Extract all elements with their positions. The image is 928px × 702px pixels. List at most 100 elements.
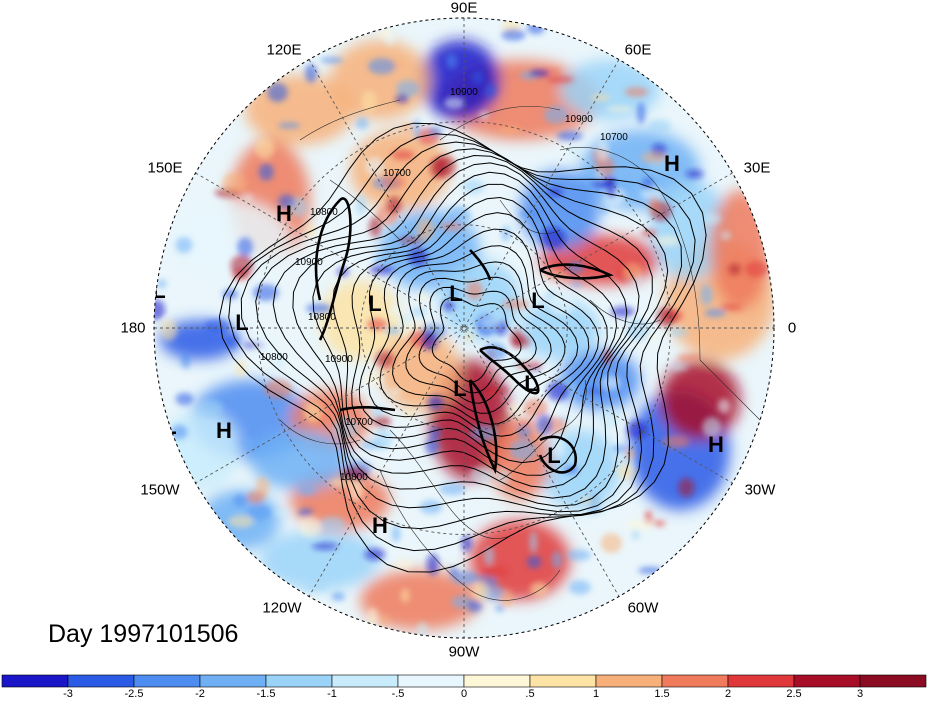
anomaly-cell [551,551,562,569]
anomaly-cell [656,307,677,328]
anomaly-cell [702,416,722,438]
anomaly-cell [627,420,647,440]
anomaly-cell [426,553,440,575]
anomaly-cell [529,531,538,553]
anomaly-cell [175,392,194,406]
anomaly-cell [399,465,419,476]
anomaly-cell [319,56,344,64]
contour-label: 10800 [340,472,368,483]
anomaly-cell [552,437,566,458]
anomaly-cell [160,319,178,341]
coastline [439,105,561,141]
anomaly-cell [246,490,265,504]
anomaly-cell [625,519,654,530]
anomaly-cell [507,401,522,417]
anomaly-cell [527,21,545,35]
meridian-line [308,59,620,597]
anomaly-cell [566,549,591,561]
anomaly-cell [367,318,388,331]
coastline [279,419,361,445]
anomaly-cell [267,82,288,103]
anomaly-cell [237,237,253,257]
anomaly-cell [556,130,583,141]
anomaly-cell [230,254,254,277]
anomaly-contour [314,197,352,341]
anomaly-blob [710,190,770,310]
anomaly-cell [411,307,427,317]
anomaly-cell [416,292,428,303]
anomaly-cell [513,420,536,427]
colorbar-tick: 1 [592,688,600,700]
anomaly-cell [668,327,689,337]
anomaly-cell [526,555,542,569]
anomaly-cell [451,595,472,609]
colorbar-tick: -.5 [391,688,405,700]
longitude-label: 120E [266,41,302,59]
contour-line [292,162,640,499]
meridian-line [308,59,620,597]
anomaly-cell [588,492,601,514]
anomaly-cell [631,529,640,540]
contour-label: 10800 [310,207,338,218]
anomaly-cell [416,622,429,636]
anomaly-cell [676,353,702,363]
anomaly-cell [154,299,166,321]
anomaly-cell [495,604,505,612]
contour-line [418,286,537,394]
anomaly-blob [650,180,730,280]
anomaly-cell [449,287,460,299]
anomaly-cell [483,546,495,566]
anomaly-cell [298,508,314,517]
anomaly-cell [396,80,420,97]
colorbar-tick: -1.5 [256,688,276,700]
contour-line [312,171,628,489]
coastline [299,99,401,141]
anomaly-cell [498,126,522,134]
colorbar-box [793,674,861,688]
anomaly-cell [361,90,377,113]
anomaly-cell [444,97,465,110]
anomaly-cell [623,262,643,280]
anomaly-cell [720,303,742,311]
pressure-center-label: L [449,281,462,306]
anomaly-contour [469,249,492,281]
contour-line [392,261,566,414]
anomaly-cell [598,407,621,429]
pressure-center-label: L [235,310,248,335]
contour-label: 10700 [600,132,628,143]
anomaly-cell [204,318,231,334]
anomaly-cell [452,323,475,336]
pressure-center-label: H [276,201,292,226]
anomaly-cell [222,172,247,194]
anomaly-cell [394,559,413,570]
anomaly-cell [368,58,396,75]
pressure-center-label: L [531,288,544,313]
anomaly-contours [314,197,614,475]
anomaly-cell [355,117,369,130]
latitude-circle [360,224,568,432]
anomaly-cell [232,494,248,507]
anomaly-blob [420,40,500,120]
colorbar-box [1,674,69,688]
contour-line [218,122,707,573]
longitude-label: 90W [448,643,480,661]
colorbar-tick: 2 [724,688,732,700]
contour-line [368,228,590,437]
anomaly-blob [320,280,400,360]
contour-label: 10800 [308,312,336,323]
colorbar-tick: -1 [327,688,337,700]
anomaly-cell [381,174,406,190]
anomaly-contour [538,435,578,474]
anomaly-cell [331,592,345,601]
colorbar-box [265,674,333,688]
anomaly-cell [547,187,563,197]
anomaly-cell [304,63,318,83]
anomaly-cell [669,364,689,371]
pressure-center-label: L [368,291,381,316]
contour-label: 10700 [345,417,373,428]
anomaly-cell [471,71,485,85]
anomaly-cell [243,194,254,201]
anomaly-contour [479,346,540,395]
anomaly-cell [704,308,726,318]
anomaly-cell [258,163,274,181]
